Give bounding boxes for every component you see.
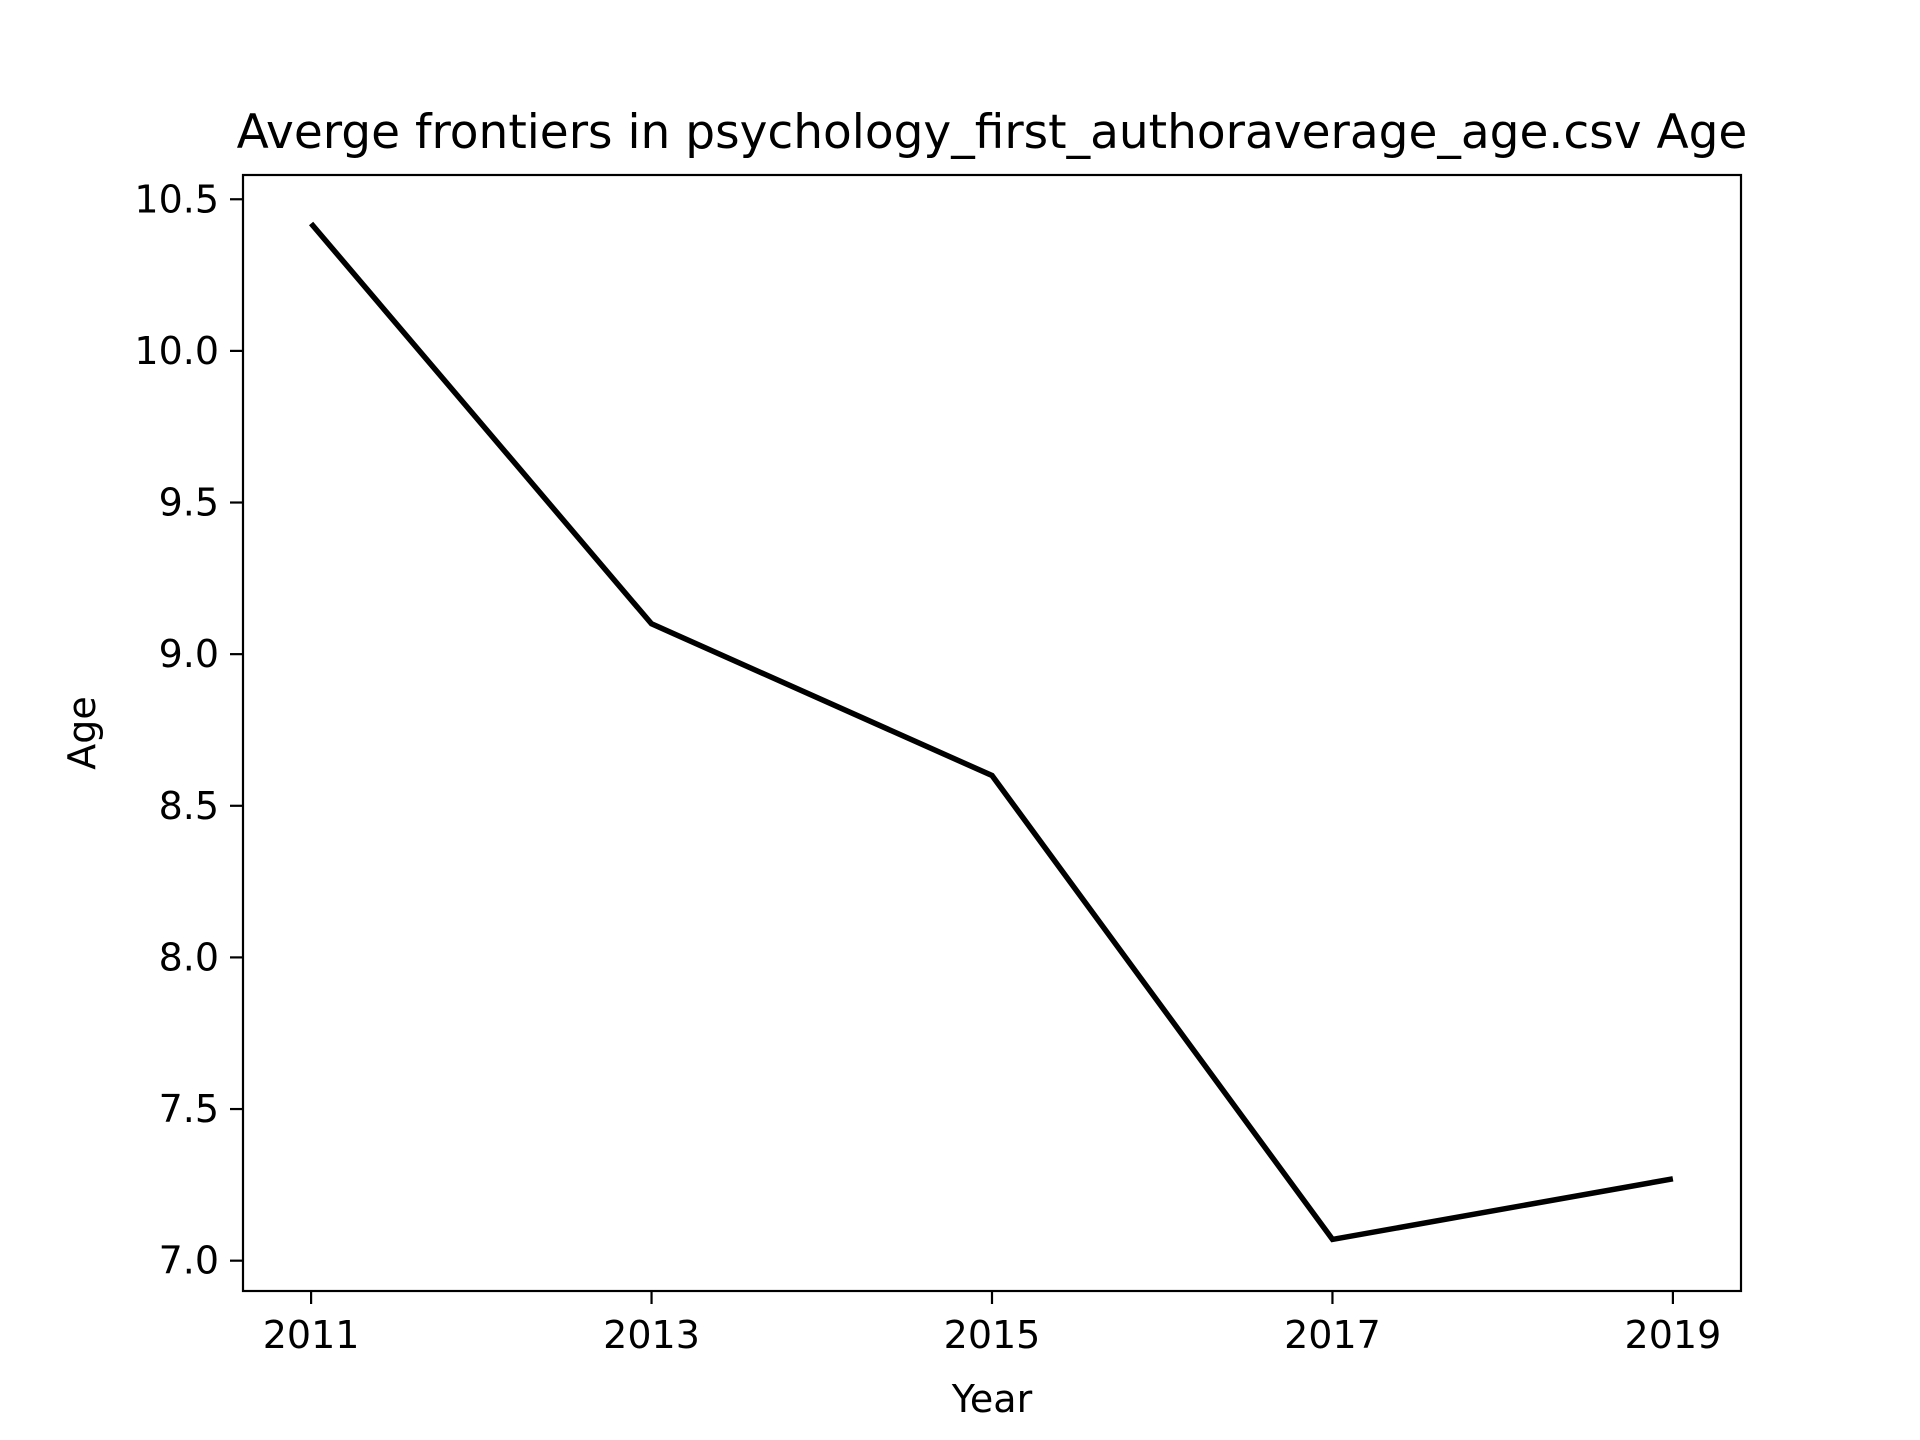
y-tick-label: 8.0 (159, 935, 219, 979)
y-tick-label: 7.0 (159, 1239, 219, 1283)
x-tick-label: 2013 (603, 1313, 700, 1357)
y-tick-label: 9.5 (159, 481, 219, 525)
x-axis-label: Year (951, 1377, 1033, 1421)
series-line (309, 221, 1674, 1243)
x-tick-label: 2017 (1284, 1313, 1381, 1357)
y-tick-label: 8.5 (159, 784, 219, 828)
y-tick-label: 10.0 (134, 329, 219, 373)
y-tick-label: 7.5 (159, 1087, 219, 1131)
y-tick-label: 10.5 (134, 177, 219, 221)
chart-title: Averge frontiers in psychology_first_aut… (237, 105, 1748, 160)
x-tick-label: 2011 (263, 1313, 360, 1357)
y-tick-label: 9.0 (159, 632, 219, 676)
x-tick-label: 2015 (944, 1313, 1041, 1357)
x-tick-label: 2019 (1625, 1313, 1722, 1357)
y-axis-label: Age (60, 696, 104, 770)
plot-area: 2011 2013 2015 2017 2019 7.0 7.5 8.0 8.5 9.0 9.5 10… (134, 173, 1743, 1357)
